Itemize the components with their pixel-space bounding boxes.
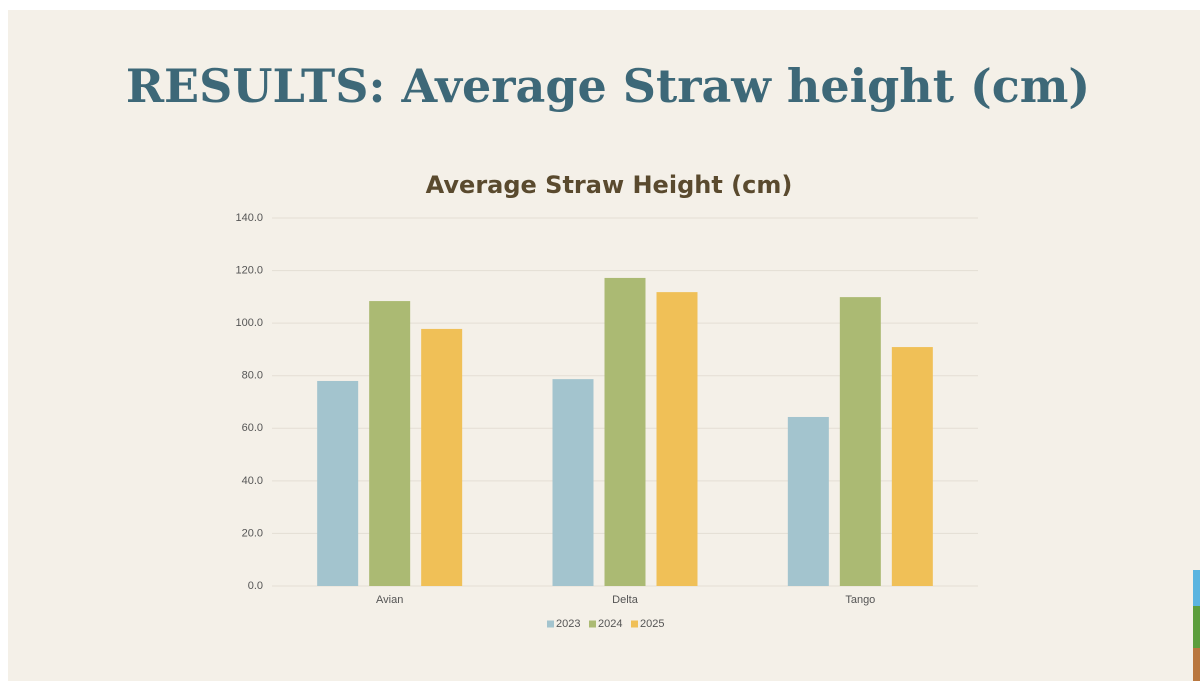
y-tick-label: 0.0 [248, 580, 263, 592]
bar [840, 297, 881, 586]
bar [421, 329, 462, 586]
x-tick-label: Delta [612, 594, 639, 606]
bar [317, 381, 358, 586]
decoration [1193, 570, 1200, 606]
bar [369, 301, 410, 586]
legend-swatch [589, 621, 596, 628]
bar [553, 379, 594, 586]
legend-swatch [547, 621, 554, 628]
x-tick-label: Tango [845, 594, 875, 606]
bar [657, 292, 698, 586]
legend-label: 2024 [598, 618, 622, 630]
x-tick-label: Avian [376, 594, 403, 606]
legend-label: 2025 [640, 618, 664, 630]
y-tick-label: 140.0 [235, 212, 263, 224]
y-tick-label: 120.0 [235, 264, 263, 276]
bar [605, 278, 646, 586]
y-tick-label: 100.0 [235, 317, 263, 329]
decoration [1193, 648, 1200, 681]
decoration [1193, 606, 1200, 648]
legend-swatch [631, 621, 638, 628]
bar [788, 417, 829, 586]
slide-title: RESULTS: Average Straw height (cm) [126, 59, 1090, 113]
y-tick-label: 80.0 [242, 370, 263, 382]
y-tick-label: 20.0 [242, 527, 263, 539]
chart-title: Average Straw Height (cm) [426, 171, 793, 199]
y-tick-label: 60.0 [242, 422, 263, 434]
bar [892, 347, 933, 586]
y-tick-label: 40.0 [242, 475, 263, 487]
slide: RESULTS: Average Straw height (cm) Avera… [0, 0, 1200, 681]
legend-label: 2023 [556, 618, 580, 630]
page: RESULTS: Average Straw height (cm) Avera… [0, 0, 1200, 681]
